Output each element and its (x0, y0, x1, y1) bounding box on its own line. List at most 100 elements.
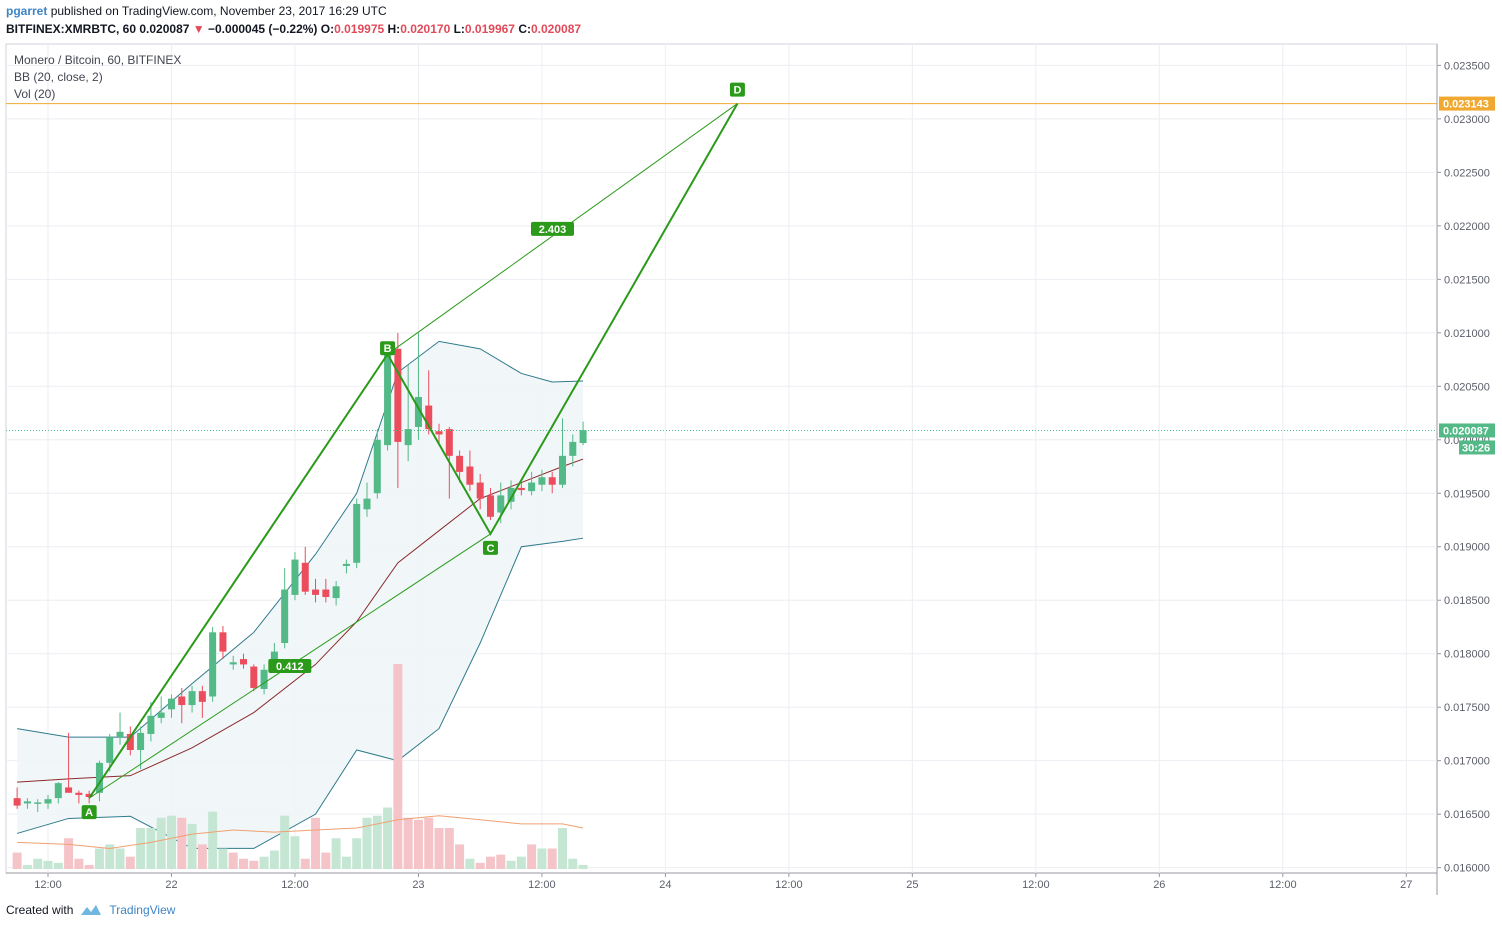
candle-body (95, 762, 103, 793)
volume-bar (341, 856, 351, 869)
candle-body (85, 793, 93, 798)
volume-bar (259, 856, 269, 869)
bb-fill (17, 341, 584, 849)
volume-bar (547, 848, 557, 869)
point-a-label-bg (81, 805, 97, 820)
countdown-tag-bg (1459, 440, 1495, 455)
candle-body (497, 495, 505, 513)
candle-body (476, 482, 484, 499)
volume-bar (84, 864, 94, 869)
abcd-pattern-line (88, 103, 739, 799)
candle-body (353, 503, 361, 563)
volume-bar (239, 858, 249, 869)
time-tick-label: 12:00 (528, 879, 556, 891)
candle-body (332, 586, 340, 599)
time-tick-label: 12:00 (34, 879, 62, 891)
volume-bar (578, 864, 588, 869)
price-tick-label: 0.016000 (1444, 863, 1490, 875)
volume-bar (424, 817, 434, 869)
volume-bar (300, 858, 310, 869)
volume-bar (290, 836, 300, 869)
volume-bar (187, 823, 197, 869)
high-value: 0.020170 (400, 22, 451, 36)
point-d-label: D (733, 85, 741, 97)
volume-bar (516, 856, 526, 869)
candle-body (538, 477, 546, 485)
author-link[interactable]: pgarret (6, 4, 48, 18)
volume-bar (218, 848, 228, 869)
close-value: 0.020087 (531, 22, 582, 36)
candle-body (260, 669, 268, 690)
volume-bar (228, 852, 238, 869)
volume-bar (43, 860, 53, 869)
candle-body (435, 431, 443, 435)
last-price-tag-bg (1439, 423, 1495, 438)
target-price-tag-bg (1439, 96, 1495, 111)
point-b-label: B (384, 343, 392, 355)
time-tick-label: 12:00 (775, 879, 803, 891)
price-chart[interactable]: 0.023500 0.023000 0.022500 0.022000 0.021500… (0, 0, 1502, 900)
volume-bar (249, 860, 259, 869)
legend-title: Monero / Bitcoin, 60, BITFINEX (14, 53, 182, 67)
candle-body (209, 632, 217, 697)
candle-body (517, 487, 525, 491)
candle-body (507, 487, 515, 502)
volume-bar (331, 838, 341, 869)
volume-bar (321, 852, 331, 869)
point-d-label-bg (729, 82, 745, 97)
volume-bar (115, 848, 125, 869)
price-tick-label: 0.021500 (1444, 274, 1490, 286)
chart-area[interactable]: 0.023500 0.023000 0.022500 0.022000 0.021500… (0, 0, 1502, 900)
volume-bar (136, 828, 146, 869)
price-tick-label: 0.018000 (1444, 649, 1490, 661)
tradingview-logo-icon (81, 905, 102, 915)
candle-body (445, 429, 453, 456)
volume-bar (527, 844, 537, 869)
volume-bar (74, 858, 84, 869)
candle-body (322, 589, 330, 598)
ratio-ac-label: 0.412 (276, 661, 304, 673)
price-tick-label: 0.023500 (1444, 60, 1490, 72)
tradingview-link[interactable]: TradingView (109, 903, 176, 917)
point-c-label: C (486, 543, 494, 555)
candle-body (559, 455, 566, 485)
ratio-bd-label-bg (531, 221, 574, 236)
point-b-label-bg (380, 341, 396, 356)
volume-bar (280, 815, 290, 869)
ratio-ac-label-bg (268, 659, 312, 674)
countdown-tag: 30:26 (1462, 442, 1490, 454)
candle-body (291, 559, 299, 595)
last-price: 0.020087 (139, 22, 190, 36)
volume-bar (403, 817, 413, 869)
point-c-label-bg (482, 540, 498, 555)
created-with-text: Created with (6, 903, 74, 917)
candle-body (137, 732, 145, 750)
price-change: −0.000045 (−0.22%) (208, 22, 318, 36)
volume-bar (568, 858, 578, 869)
candle-body (13, 798, 21, 806)
down-arrow-icon: ▼ (192, 22, 205, 36)
volume-bar (383, 807, 393, 869)
time-tick-label: 12:00 (1269, 879, 1297, 891)
price-tick-label: 0.019500 (1444, 488, 1490, 500)
volume-ma-line (17, 815, 584, 850)
candle-body (106, 737, 114, 763)
time-tick-label: 25 (906, 879, 918, 891)
volume-bar (455, 844, 465, 869)
low-value: 0.019967 (464, 22, 515, 36)
time-tick-label: 23 (412, 879, 424, 891)
candle-body (240, 659, 248, 665)
volume-bar (208, 811, 218, 869)
volume-bar (64, 838, 74, 869)
candle-body (456, 455, 464, 472)
candle-body (75, 792, 83, 795)
volume-bar (372, 815, 382, 869)
volume-bar (197, 844, 207, 869)
footer: Created with TradingView (6, 903, 175, 917)
point-a-label: A (85, 807, 93, 819)
candle-body (167, 698, 175, 710)
price-tick-label: 0.017500 (1444, 702, 1490, 714)
volume-bar (413, 819, 423, 869)
price-tick-label: 0.023000 (1444, 114, 1490, 126)
ratio-bd-label: 2.403 (539, 224, 567, 236)
